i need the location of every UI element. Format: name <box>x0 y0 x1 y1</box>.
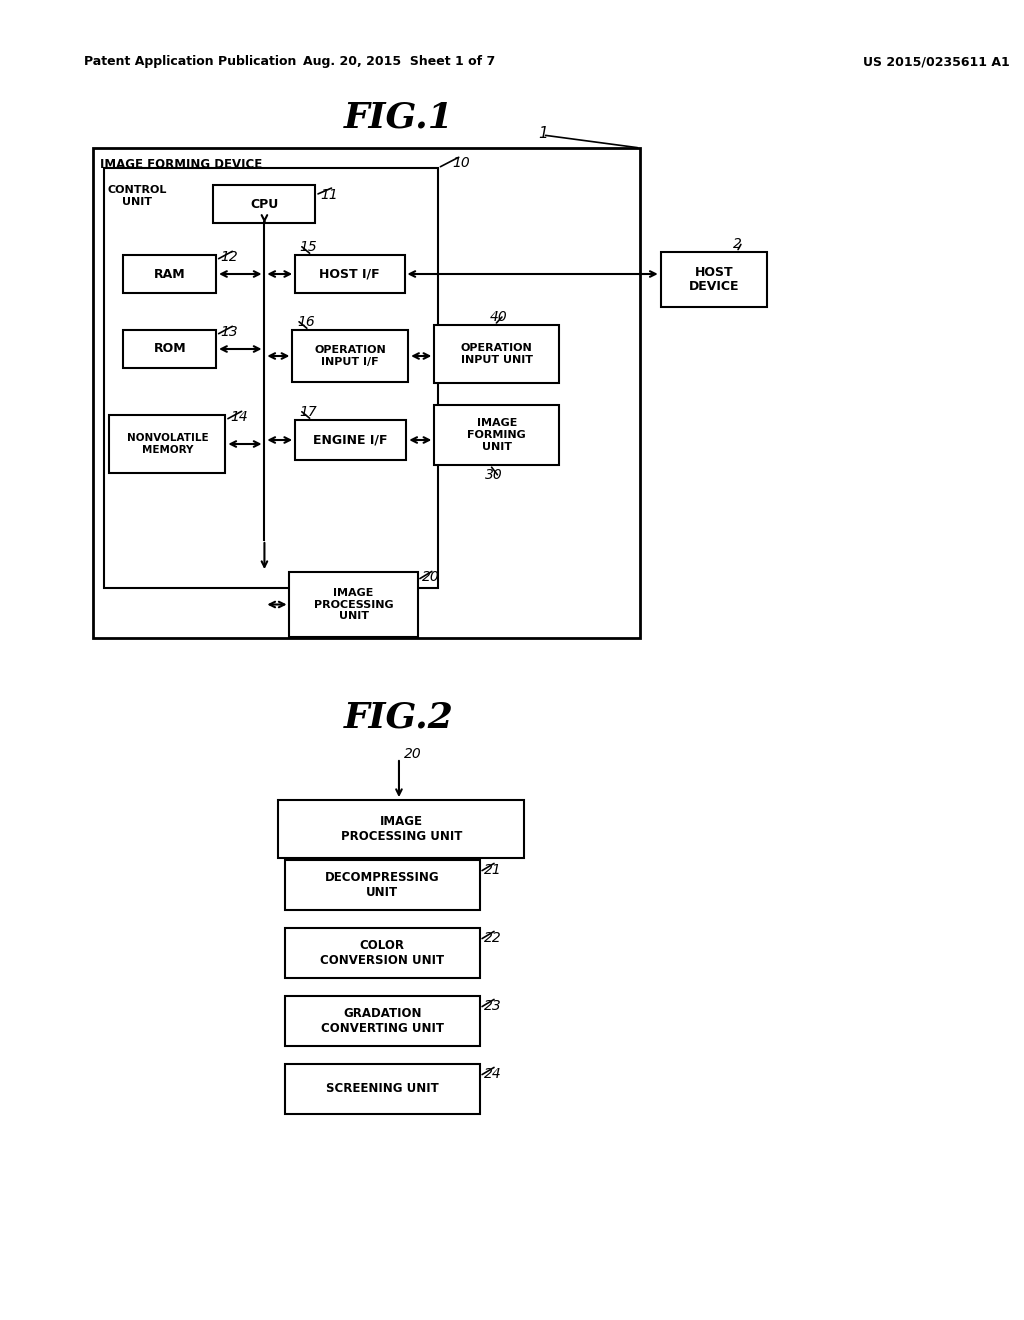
Text: 13: 13 <box>221 325 239 339</box>
Text: OPERATION
INPUT I/F: OPERATION INPUT I/F <box>314 346 386 367</box>
FancyBboxPatch shape <box>295 420 407 459</box>
Text: 21: 21 <box>484 863 502 876</box>
Text: FIG.2: FIG.2 <box>344 701 454 735</box>
FancyBboxPatch shape <box>285 928 479 978</box>
Text: 10: 10 <box>452 156 470 170</box>
Text: 40: 40 <box>489 310 508 323</box>
Text: 2: 2 <box>733 238 741 251</box>
Text: IMAGE
PROCESSING UNIT: IMAGE PROCESSING UNIT <box>341 814 462 843</box>
Text: RAM: RAM <box>154 268 185 281</box>
Text: 11: 11 <box>321 187 338 202</box>
Text: 1: 1 <box>539 125 548 140</box>
Text: 23: 23 <box>484 999 502 1012</box>
Text: OPERATION
INPUT UNIT: OPERATION INPUT UNIT <box>461 343 532 364</box>
FancyBboxPatch shape <box>124 255 216 293</box>
Text: IMAGE FORMING DEVICE: IMAGE FORMING DEVICE <box>100 157 262 170</box>
Text: HOST
DEVICE: HOST DEVICE <box>689 265 739 293</box>
Text: COLOR
CONVERSION UNIT: COLOR CONVERSION UNIT <box>321 939 444 968</box>
FancyBboxPatch shape <box>124 330 216 368</box>
FancyBboxPatch shape <box>295 255 404 293</box>
Text: 20: 20 <box>422 570 440 583</box>
FancyBboxPatch shape <box>290 572 418 638</box>
Text: GRADATION
CONVERTING UNIT: GRADATION CONVERTING UNIT <box>321 1007 443 1035</box>
Text: US 2015/0235611 A1: US 2015/0235611 A1 <box>863 55 1010 69</box>
Text: HOST I/F: HOST I/F <box>319 268 380 281</box>
FancyBboxPatch shape <box>292 330 409 381</box>
FancyBboxPatch shape <box>434 325 559 383</box>
Text: SCREENING UNIT: SCREENING UNIT <box>326 1082 438 1096</box>
FancyBboxPatch shape <box>285 861 479 909</box>
FancyBboxPatch shape <box>110 414 225 473</box>
Text: 22: 22 <box>484 931 502 945</box>
Text: IMAGE
FORMING
UNIT: IMAGE FORMING UNIT <box>468 418 526 451</box>
Text: 15: 15 <box>300 240 317 253</box>
Text: DECOMPRESSING
UNIT: DECOMPRESSING UNIT <box>325 871 439 899</box>
Text: ENGINE I/F: ENGINE I/F <box>313 433 388 446</box>
Text: CPU: CPU <box>250 198 279 210</box>
Text: 12: 12 <box>221 249 239 264</box>
FancyBboxPatch shape <box>93 148 640 638</box>
FancyBboxPatch shape <box>285 1064 479 1114</box>
FancyBboxPatch shape <box>660 252 767 308</box>
Text: 17: 17 <box>300 405 317 418</box>
Text: CONTROL
UNIT: CONTROL UNIT <box>108 185 167 207</box>
FancyBboxPatch shape <box>103 168 438 587</box>
FancyBboxPatch shape <box>213 185 315 223</box>
Text: FIG.1: FIG.1 <box>344 102 454 135</box>
Text: 16: 16 <box>297 315 314 329</box>
Text: Patent Application Publication: Patent Application Publication <box>84 55 296 69</box>
FancyBboxPatch shape <box>279 800 524 858</box>
Text: ROM: ROM <box>154 342 186 355</box>
FancyBboxPatch shape <box>285 997 479 1045</box>
Text: 20: 20 <box>403 747 421 762</box>
Text: 30: 30 <box>485 469 503 482</box>
FancyBboxPatch shape <box>434 405 559 465</box>
Text: 24: 24 <box>484 1067 502 1081</box>
Text: IMAGE
PROCESSING
UNIT: IMAGE PROCESSING UNIT <box>313 587 393 622</box>
Text: Aug. 20, 2015  Sheet 1 of 7: Aug. 20, 2015 Sheet 1 of 7 <box>303 55 495 69</box>
Text: 14: 14 <box>230 411 248 424</box>
Text: NONVOLATILE
MEMORY: NONVOLATILE MEMORY <box>127 433 208 455</box>
